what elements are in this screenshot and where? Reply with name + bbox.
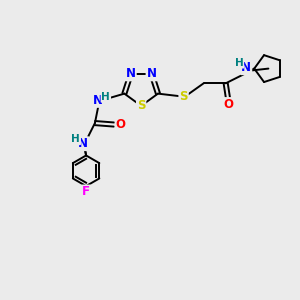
Text: H: H (71, 134, 80, 144)
Text: H: H (101, 92, 110, 102)
Text: S: S (179, 90, 188, 103)
Text: N: N (241, 61, 251, 74)
Text: F: F (82, 185, 90, 199)
Text: N: N (78, 137, 88, 150)
Text: N: N (126, 68, 136, 80)
Text: N: N (147, 68, 157, 80)
Text: S: S (137, 99, 146, 112)
Text: N: N (93, 94, 103, 107)
Text: O: O (116, 118, 125, 131)
Text: H: H (235, 58, 243, 68)
Text: O: O (223, 98, 233, 111)
